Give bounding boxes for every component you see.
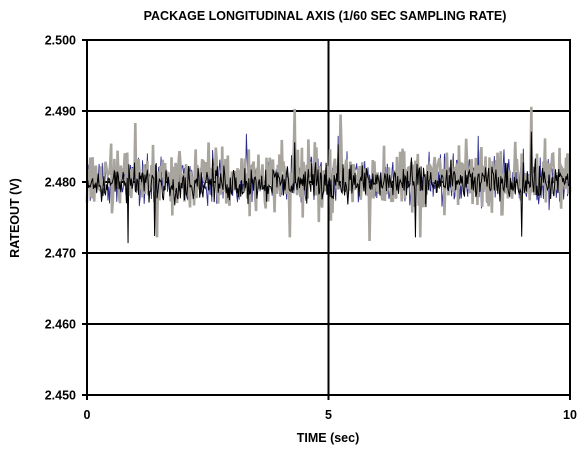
x-axis-ticks: 0 5 10: [84, 395, 577, 422]
x-axis-label: TIME (sec): [297, 431, 360, 445]
y-tick-label-1: 2.460: [45, 318, 76, 332]
y-tick-label-2: 2.470: [45, 247, 76, 261]
chart-title: PACKAGE LONGITUDINAL AXIS (1/60 SEC SAMP…: [144, 9, 507, 23]
x-tick-label-0: 0: [84, 408, 91, 422]
y-axis-ticks: 2.450 2.460 2.470 2.480 2.490 2.500: [45, 34, 87, 403]
x-tick-label-2: 10: [563, 408, 577, 422]
series-trace-0: [85, 106, 572, 241]
x-tick-label-1: 5: [325, 408, 332, 422]
y-tick-label-5: 2.500: [45, 34, 76, 48]
y-tick-label-3: 2.480: [45, 176, 76, 190]
grid-lines: [87, 40, 570, 395]
y-tick-label-4: 2.490: [45, 105, 76, 119]
y-tick-label-0: 2.450: [45, 389, 76, 403]
series-trace-1: [86, 131, 571, 244]
y-axis-label: RATEOUT (V): [8, 178, 22, 258]
data-traces: [85, 106, 572, 244]
